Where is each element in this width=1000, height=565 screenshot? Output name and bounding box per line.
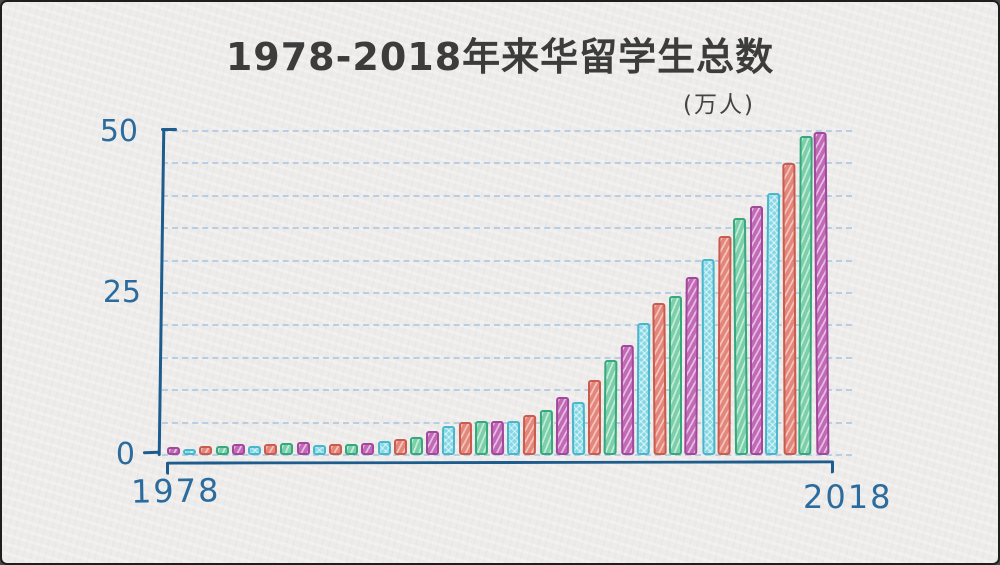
y-tick-label-50: 50 xyxy=(99,114,138,149)
bar-1980 xyxy=(198,445,213,456)
bar-1995 xyxy=(441,425,456,456)
bar-1981 xyxy=(215,445,230,456)
unit-label: (万人) xyxy=(683,92,755,118)
bar-1992 xyxy=(393,438,408,456)
bar-1994 xyxy=(426,431,439,455)
gridline-40 xyxy=(162,194,852,197)
bar-1991 xyxy=(377,440,392,456)
bar-2009 xyxy=(669,296,682,455)
gridline-50 xyxy=(162,130,852,132)
bar-2015 xyxy=(764,192,781,456)
bar-2017 xyxy=(798,135,813,456)
gridline-45 xyxy=(162,162,852,165)
chart-title: 1978-2018年来华留学生总数 xyxy=(225,35,775,79)
bar-2005 xyxy=(603,359,618,456)
gridline-25 xyxy=(162,292,852,294)
y-axis-top-tick xyxy=(161,128,177,131)
bar-1983 xyxy=(247,445,262,456)
bar-1996 xyxy=(458,421,473,456)
bar-2001 xyxy=(539,409,554,456)
bar-1999 xyxy=(507,421,520,455)
bar-2002 xyxy=(555,396,570,456)
y-tick-label-25: 25 xyxy=(102,275,141,310)
bar-1988 xyxy=(328,443,343,456)
bar-1993 xyxy=(409,436,424,456)
bar-1986 xyxy=(296,441,311,456)
x-axis-bracket xyxy=(165,460,835,475)
bar-2006 xyxy=(620,344,635,456)
bar-2010 xyxy=(684,276,699,456)
gridline-0 xyxy=(162,454,852,456)
x-tick-label-2018: 2018 xyxy=(803,478,893,516)
bar-1997 xyxy=(474,420,489,456)
bar-1998 xyxy=(490,420,505,456)
bar-2014 xyxy=(750,206,763,455)
bar-1979 xyxy=(183,449,196,455)
bar-2000 xyxy=(522,414,537,456)
gridline-30 xyxy=(162,259,852,262)
gridline-15 xyxy=(162,356,852,359)
bar-1989 xyxy=(345,444,358,455)
bar-2003 xyxy=(571,401,586,456)
bar-1985 xyxy=(279,442,294,456)
gridline-10 xyxy=(162,389,852,392)
bar-1987 xyxy=(312,444,327,456)
bar-2016 xyxy=(782,162,797,456)
bar-2004 xyxy=(588,380,601,455)
x-tick-label-1978: 1978 xyxy=(130,471,221,511)
bar-2012 xyxy=(717,235,732,456)
bar-2013 xyxy=(732,217,749,456)
bar-2007 xyxy=(636,322,651,456)
bar-2008 xyxy=(652,302,667,456)
gridline-20 xyxy=(162,324,852,327)
bar-1982 xyxy=(231,443,246,456)
bar-1984 xyxy=(264,444,277,455)
bar-1978 xyxy=(166,446,181,456)
y-axis-zero-tick xyxy=(142,450,161,455)
bar-2011 xyxy=(701,258,716,456)
gridline-35 xyxy=(162,227,852,230)
y-tick-label-0: 0 xyxy=(115,437,135,472)
bar-1990 xyxy=(360,442,375,456)
